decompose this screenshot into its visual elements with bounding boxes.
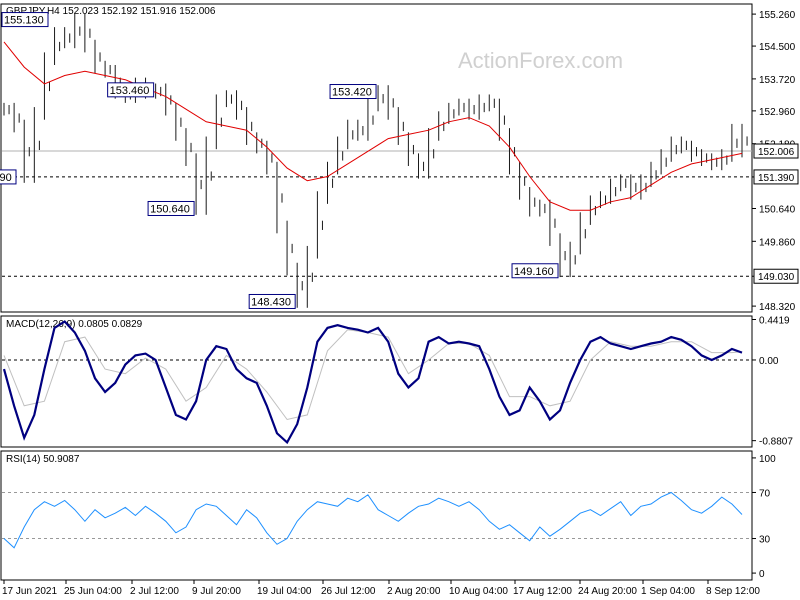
- rsi-panel-frame: [0, 450, 753, 581]
- macd-line: [2, 320, 743, 445]
- price-y-tick-label: 150.640: [759, 204, 796, 215]
- annotation-label: 149.160: [514, 266, 554, 278]
- rsi-y-tick-label: 100: [759, 454, 776, 465]
- rsi-y-tick-label: 0: [759, 569, 765, 580]
- rsi-line: [3, 491, 743, 549]
- current-price-box: [753, 143, 799, 159]
- x-tick-label: 9 Jul 20:00: [192, 586, 241, 597]
- annotation-label: 150.640: [150, 203, 190, 215]
- annotation-box: [248, 293, 296, 309]
- price-y-tick-label: 152.960: [759, 107, 796, 118]
- x-tick-label: 24 Aug 20:00: [578, 586, 637, 597]
- annotation-box: [511, 263, 559, 279]
- moving-average-line: [3, 41, 743, 211]
- x-tick-label: 17 Aug 12:00: [513, 586, 572, 597]
- price-y-tick-label: 154.500: [759, 42, 796, 53]
- price-level-label: 149.030: [758, 272, 795, 283]
- annotation-box: [147, 200, 195, 216]
- x-tick-label: 26 Jul 12:00: [321, 586, 376, 597]
- price-y-tick-label: 148.320: [759, 302, 796, 313]
- macd-y-tick-label: -0.8807: [759, 437, 793, 448]
- annotation-label: 155.130: [4, 15, 44, 27]
- macd-panel-frame: [0, 315, 753, 448]
- x-tick-label: 8 Sep 12:00: [706, 586, 760, 597]
- macd-signal-line: [3, 329, 743, 421]
- annotation-label: 151.390: [0, 172, 12, 184]
- annotation-box: [1, 12, 49, 28]
- price-level-label-box: [753, 268, 799, 284]
- x-tick-label: 2 Jul 12:00: [130, 586, 179, 597]
- macd-y-tick-label: 0.00: [759, 356, 779, 367]
- rsi-y-tick-label: 30: [759, 535, 771, 546]
- price-y-tick-label: 149.860: [759, 237, 796, 248]
- price-level-label: 151.390: [758, 173, 795, 184]
- watermark: ActionForex.com: [458, 48, 623, 73]
- price-y-tick-label: 153.720: [759, 75, 796, 86]
- rsi-y-tick-label: 70: [759, 488, 771, 499]
- symbol-header: GBPJPY,H4 152.023 152.192 151.916 152.00…: [6, 6, 216, 17]
- x-tick-label: 2 Aug 20:00: [387, 586, 441, 597]
- annotation-box: [107, 82, 155, 98]
- price-y-tick-label: 155.260: [759, 10, 796, 21]
- annotation-label: 148.430: [251, 296, 291, 308]
- annotation-box: [329, 84, 377, 100]
- macd-y-tick-label: 0.4419: [759, 315, 790, 326]
- macd-header: MACD(12,26,9) 0.0805 0.0829: [6, 319, 143, 330]
- annotation-label: 153.460: [110, 85, 150, 97]
- x-tick-label: 1 Sep 04:00: [641, 586, 695, 597]
- current-price-label: 152.006: [758, 147, 795, 158]
- x-tick-label: 17 Jun 2021: [2, 586, 57, 597]
- x-tick-label: 10 Aug 04:00: [449, 586, 508, 597]
- price-panel-frame: [0, 3, 753, 313]
- annotation-box: [0, 169, 17, 185]
- x-tick-label: 25 Jun 04:00: [64, 586, 122, 597]
- price-level-label-box: [753, 169, 799, 185]
- annotation-label: 153.420: [332, 87, 372, 99]
- x-tick-label: 19 Jul 04:00: [257, 586, 312, 597]
- rsi-header: RSI(14) 50.9087: [6, 454, 80, 465]
